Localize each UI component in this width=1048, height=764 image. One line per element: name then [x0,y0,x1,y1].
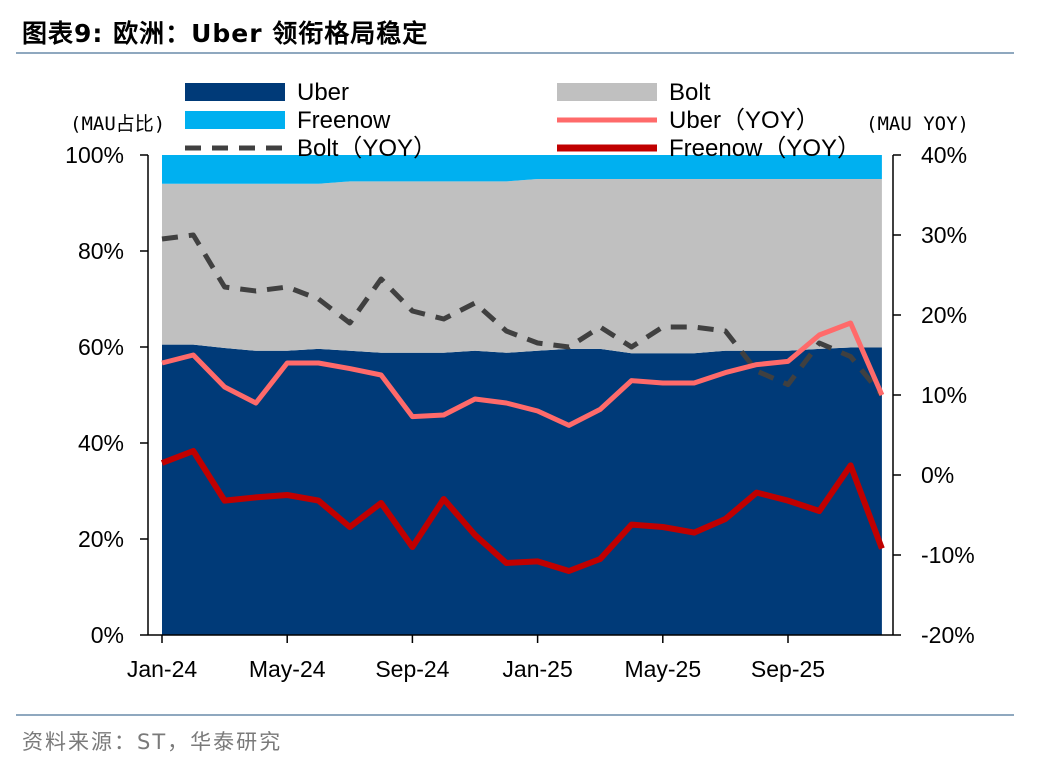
x-tick-label: May-24 [249,656,326,682]
legend-item-freenow: Freenow [185,107,391,134]
left-tick-label: 100% [65,142,124,168]
legend-label: Freenow（YOY） [669,135,861,162]
legend-item-bolt: Bolt [557,79,711,106]
left-tick-label: 40% [78,430,124,456]
legend-item-uber-yoy: Uber（YOY） [557,107,820,134]
area-layer [162,155,882,635]
x-tick-label: Jan-25 [502,656,572,682]
legend-item-bolt-yoy: Bolt（YOY） [185,135,437,162]
legend-label: Bolt [669,79,711,106]
right-tick-label: 40% [921,142,967,168]
right-axis-unit-label: (MAU YOY) [866,113,969,135]
area-bolt [162,179,882,354]
line-bolt-yoy [161,232,884,397]
x-tick-label: Jan-24 [127,656,198,682]
area-freenow [162,155,882,184]
left-tick-label: 0% [91,622,124,648]
right-tick-label: 0% [921,462,954,488]
x-tick-label: Sep-24 [375,656,449,682]
legend-item-uber: Uber [185,79,349,106]
legend-label: Freenow [297,107,391,134]
right-tick-label: 30% [921,222,967,248]
source-note: 资料来源：ST，华泰研究 [22,730,283,754]
footer-divider [16,714,1014,716]
right-tick-label: -10% [921,542,975,568]
x-tick-label: May-25 [624,656,701,682]
right-tick-label: -20% [921,622,975,648]
title-divider [16,52,1014,54]
legend-label: Uber（YOY） [669,107,820,134]
left-tick-label: 20% [78,526,124,552]
legend-swatch [185,83,285,101]
chart-title: 图表9: 欧洲：Uber 领衔格局稳定 [22,19,429,48]
line-layer [160,232,885,574]
x-tick-label: Sep-25 [751,656,825,682]
line-freenow-yoy [160,448,885,574]
legend: Uber Bolt Freenow Uber（YOY） Bolt（YOY） Freenow… [185,79,861,162]
left-axis-unit-label: (MAU占比) [70,113,165,135]
left-tick-label: 80% [78,238,124,264]
area-uber [162,344,882,635]
axes-layer: 0% 20% 40% 60% 80% 100% -20% -10% 0% 10% 20% 30% 40%… [65,113,975,682]
legend-label: Bolt（YOY） [297,135,437,162]
legend-swatch [185,111,285,129]
legend-label: Uber [297,79,349,106]
left-tick-label: 60% [78,334,124,360]
legend-swatch [557,83,657,101]
right-tick-label: 10% [921,382,967,408]
legend-item-freenow-yoy: Freenow（YOY） [557,135,861,162]
right-tick-label: 20% [921,302,967,328]
line-uber-yoy [161,320,885,428]
